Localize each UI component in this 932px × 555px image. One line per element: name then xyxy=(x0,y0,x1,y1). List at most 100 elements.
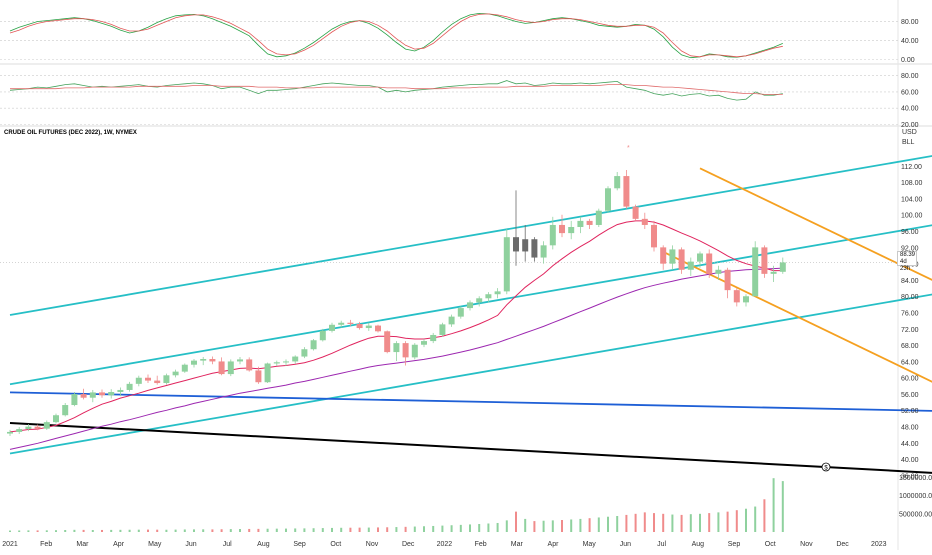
candle-body xyxy=(743,296,749,303)
x-tick-label: Jun xyxy=(620,541,631,548)
candle xyxy=(43,420,50,430)
candle xyxy=(641,212,648,230)
volume-bar xyxy=(699,513,701,532)
candle xyxy=(108,389,115,399)
volume-bar xyxy=(441,525,444,532)
candle-body xyxy=(605,188,611,211)
candle xyxy=(678,247,685,274)
volume-bar xyxy=(275,528,278,532)
candle xyxy=(273,360,280,366)
candle-body xyxy=(375,325,381,332)
candle xyxy=(540,241,547,264)
candle xyxy=(384,330,391,354)
candle xyxy=(485,292,492,303)
price-tick-label: 100.00 xyxy=(901,213,923,220)
candle xyxy=(200,356,207,366)
chart-title: CRUDE OIL FUTURES (DEC 2022), 1W, NYMEX xyxy=(4,130,137,136)
candle-body xyxy=(329,324,335,331)
price-tick-label: 104.00 xyxy=(901,196,923,203)
volume-bar xyxy=(634,513,637,532)
x-tick-label: Aug xyxy=(692,541,705,548)
volume-bar xyxy=(745,508,747,532)
candle-body xyxy=(34,426,41,429)
volume-bar xyxy=(220,529,223,532)
candle-body xyxy=(715,269,722,274)
candle xyxy=(16,427,23,434)
volume-bar xyxy=(27,530,30,532)
candle-body xyxy=(117,389,124,392)
rsi-panel xyxy=(0,75,898,125)
volume-bar xyxy=(55,530,57,532)
alert-icon[interactable]: $ xyxy=(821,462,831,472)
x-tick-label: Sep xyxy=(728,541,741,548)
candle xyxy=(439,322,446,337)
candle-body xyxy=(513,237,519,252)
candle xyxy=(181,363,188,373)
volume-bar xyxy=(101,529,103,532)
price-tick-label: 84.00 xyxy=(901,278,919,285)
volume-bar xyxy=(533,521,536,532)
upper-channel-line xyxy=(9,155,932,316)
volume-bar xyxy=(73,529,76,532)
volume-bar xyxy=(331,527,333,532)
candle-body xyxy=(457,308,464,317)
x-tick-label: Mar xyxy=(511,541,524,548)
candle-body xyxy=(246,359,253,371)
candle-body xyxy=(448,316,455,325)
x-tick-label: Jun xyxy=(185,541,196,548)
candle xyxy=(706,249,713,278)
candle xyxy=(605,186,611,213)
candle-body xyxy=(273,362,280,364)
candle xyxy=(255,366,262,384)
candle-body xyxy=(503,237,510,292)
candle-body xyxy=(71,394,78,406)
x-tick-label: Feb xyxy=(475,541,487,548)
price-tick-label: 60.00 xyxy=(901,376,919,383)
candle-body xyxy=(660,247,667,264)
volume-bar xyxy=(147,529,149,532)
volume-bar xyxy=(64,530,67,532)
volume-bar xyxy=(579,518,582,532)
volume-bar xyxy=(432,525,435,532)
x-tick-label: Apr xyxy=(113,541,125,548)
candle-body xyxy=(338,322,345,325)
candle-body xyxy=(402,343,409,358)
volume-bar xyxy=(202,529,205,532)
price-tick-label: 92.00 xyxy=(901,245,919,252)
candle xyxy=(660,245,667,270)
candle-body xyxy=(724,269,731,291)
volume-bar xyxy=(239,529,241,532)
candle-body xyxy=(651,224,657,248)
candle xyxy=(209,356,216,365)
candle xyxy=(365,322,372,331)
volume-bar xyxy=(18,530,21,532)
event-marker-icon: * xyxy=(627,145,630,152)
candle xyxy=(25,424,32,432)
volume-bar xyxy=(340,527,343,532)
x-tick-label: Feb xyxy=(40,541,52,548)
stoch-tick-label: 40.00 xyxy=(901,38,919,45)
candle xyxy=(283,359,289,366)
volume-bar xyxy=(662,513,665,532)
volume-bar xyxy=(478,524,481,532)
price-tick-label: 112.00 xyxy=(901,164,922,171)
candle xyxy=(522,224,529,262)
rsi-tick-label: 60.00 xyxy=(901,89,919,96)
volume-bar xyxy=(248,528,251,532)
candle xyxy=(375,324,381,333)
candle-body xyxy=(614,176,621,189)
volume-bar xyxy=(459,524,462,532)
candle-body xyxy=(89,392,96,398)
candle xyxy=(752,241,759,297)
candle-body xyxy=(540,245,547,258)
candle xyxy=(724,267,731,299)
x-tick-label: Nov xyxy=(800,541,813,548)
candle-body xyxy=(301,349,308,357)
rsi-tick-label: 20.00 xyxy=(901,122,919,129)
volume-bar xyxy=(413,526,416,532)
candle xyxy=(761,245,768,278)
candle-body xyxy=(80,394,87,398)
candle xyxy=(7,429,13,436)
candle xyxy=(623,169,630,209)
candle-body xyxy=(154,380,161,384)
